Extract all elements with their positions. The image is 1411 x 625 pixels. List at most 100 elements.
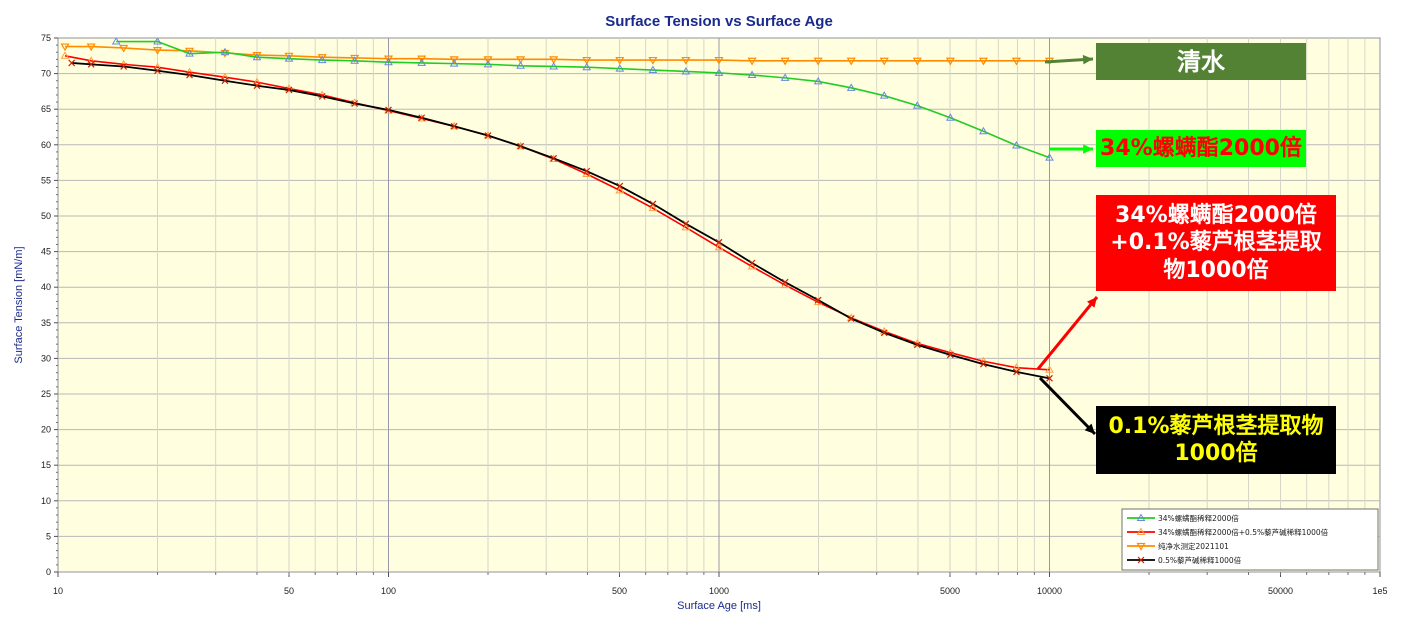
arrow-shaft — [1036, 296, 1099, 370]
y-tick-label: 75 — [41, 33, 51, 43]
data-point — [253, 82, 261, 90]
data-point — [616, 182, 624, 190]
legend-label: 纯净水测定2021101 — [1158, 541, 1229, 551]
data-point — [748, 259, 756, 267]
x-tick-label: 1e5 — [1372, 586, 1387, 596]
arrow-shaft — [1038, 376, 1097, 436]
data-point — [648, 203, 658, 212]
data-point — [220, 72, 230, 81]
data-point — [153, 38, 162, 45]
data-point — [549, 56, 559, 65]
data-point — [714, 68, 724, 76]
data-point — [483, 56, 493, 65]
callout-water: 清水 — [1096, 43, 1306, 80]
data-point — [449, 59, 459, 67]
data-point — [1013, 368, 1020, 376]
arrow-acaricide — [1050, 144, 1093, 154]
data-point — [681, 56, 691, 65]
data-point — [417, 58, 427, 66]
series-line — [116, 40, 1050, 159]
data-point — [846, 83, 856, 91]
y-tick-label: 40 — [41, 282, 51, 292]
y-tick-label: 35 — [41, 318, 51, 328]
data-point — [846, 57, 856, 66]
y-tick-label: 15 — [41, 460, 51, 470]
x-tick-label: 10 — [53, 586, 63, 596]
arrow-head — [1084, 423, 1095, 434]
y-tick-label: 55 — [41, 175, 51, 185]
data-point — [418, 114, 426, 122]
y-tick-label: 25 — [41, 389, 51, 399]
legend-label: 0.5%藜芦碱稀释1000倍 — [1158, 555, 1242, 565]
data-point — [450, 122, 458, 130]
data-point — [681, 66, 691, 75]
data-point — [780, 57, 790, 66]
arrow-head — [1083, 144, 1093, 154]
axes: 0 5 10 15 20 25 30 35 40 45 50 55 60 65 70 75 10 50 100 500… — [41, 33, 1388, 596]
legend-swatch-marker — [1137, 556, 1145, 564]
data-point — [880, 329, 888, 337]
callout-water-label: 清水 — [1177, 47, 1225, 76]
y-tick-label: 20 — [41, 425, 51, 435]
data-point — [913, 341, 921, 349]
data-point — [979, 126, 988, 135]
data-point — [252, 52, 262, 61]
data-point — [912, 57, 922, 66]
y-axis-label: Surface Tension [mN/m] — [13, 246, 25, 363]
legend-box — [1121, 508, 1379, 571]
data-point — [285, 86, 293, 94]
callout-extract-label: 0.1%藜芦根茎提取物1000倍 — [1108, 413, 1324, 467]
data-point — [68, 59, 76, 67]
data-point — [715, 238, 723, 246]
x-tick-label: 500 — [612, 586, 627, 596]
y-tick-label: 5 — [46, 531, 51, 541]
data-point — [945, 113, 955, 121]
data-point — [780, 73, 790, 81]
data-point — [221, 77, 229, 85]
data-point — [649, 200, 657, 208]
data-point — [119, 44, 129, 53]
data-point — [978, 57, 988, 66]
data-point — [648, 56, 658, 65]
arrow-head — [1082, 54, 1093, 65]
callout-mixture-label: 34%螺螨酯2000倍+0.1%藜芦根茎提取物1000倍 — [1110, 202, 1322, 283]
callout-mixture: 34%螺螨酯2000倍+0.1%藜芦根茎提取物1000倍 — [1096, 195, 1336, 291]
y-tick-label: 70 — [41, 69, 51, 79]
arrow-water — [1044, 54, 1094, 65]
y-tick-label: 65 — [41, 104, 51, 114]
data-point — [945, 57, 955, 66]
arrow-mixture — [1036, 296, 1099, 370]
data-point — [583, 167, 591, 175]
legend: 34%螺螨酯稀释2000倍 34%螺螨酯稀释2000倍+0.5%藜芦碱稀释1000… — [1121, 508, 1379, 571]
callout-acaricide: 34%螺螨酯2000倍 — [1096, 130, 1306, 167]
data-point — [484, 132, 492, 139]
data-point — [350, 54, 360, 63]
data-point — [351, 100, 359, 107]
data-point — [946, 351, 954, 359]
x-tick-label: 50000 — [1268, 586, 1293, 596]
data-point — [517, 142, 525, 150]
data-point — [284, 54, 294, 62]
data-point — [220, 49, 230, 58]
data-point — [582, 56, 592, 65]
data-point — [252, 51, 262, 60]
arrow-extract — [1038, 376, 1097, 436]
data-point — [681, 222, 691, 231]
data-point — [284, 52, 294, 61]
data-point — [483, 59, 493, 68]
series-0 — [111, 38, 1054, 161]
data-point — [879, 91, 889, 99]
data-point — [1012, 141, 1021, 149]
data-point — [186, 71, 193, 79]
data-point — [383, 55, 394, 64]
data-point — [111, 38, 121, 45]
data-point — [615, 185, 625, 194]
data-point — [714, 56, 724, 65]
data-point — [385, 106, 392, 114]
x-tick-label: 1000 — [709, 586, 729, 596]
data-point — [87, 60, 95, 68]
data-point — [714, 242, 724, 251]
data-point — [1045, 153, 1054, 161]
legend-swatch-marker — [1136, 527, 1146, 535]
